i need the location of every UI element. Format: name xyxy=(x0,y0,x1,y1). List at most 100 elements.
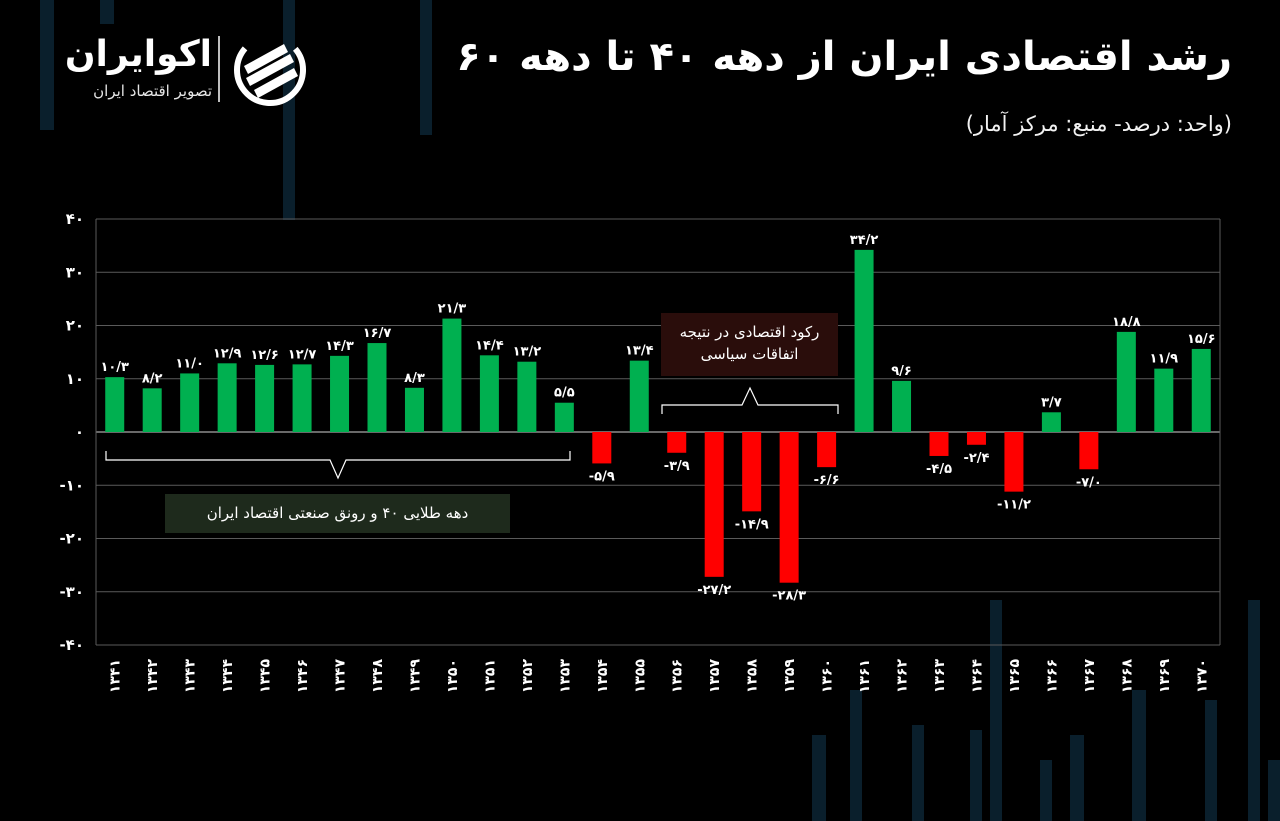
ecoiran-logo-icon xyxy=(234,34,306,106)
x-tick-label: ۱۳۴۵ xyxy=(258,659,274,694)
recession-brace xyxy=(661,386,839,414)
brand-logo[interactable]: اکوایران تصویر اقتصاد ایران xyxy=(48,30,318,110)
brace-layer xyxy=(105,386,839,480)
data-label: ۳/۷ xyxy=(1041,395,1062,410)
y-tick-label: -۴۰ xyxy=(59,636,84,654)
x-tick-label: ۱۳۶۱ xyxy=(857,659,873,693)
bar xyxy=(1116,331,1136,432)
decoration-column xyxy=(850,690,862,821)
recession-annotation-line1: رکود اقتصادی در نتیجه xyxy=(679,323,820,341)
data-label: ۵/۵ xyxy=(554,386,575,401)
y-tick-label: ۴۰ xyxy=(66,210,84,228)
data-label: ۲۱/۳ xyxy=(438,302,467,317)
bar xyxy=(1154,368,1174,432)
x-tick-label: ۱۳۵۶ xyxy=(670,659,686,693)
decoration-column xyxy=(1248,600,1260,821)
grid-layer: ۴۰ ۳۰ ۲۰ ۱۰ ۰ -۱۰ -۲۰ -۳۰ -۴۰ xyxy=(59,210,1221,654)
y-tick-label: ۱۰ xyxy=(66,370,84,388)
bar xyxy=(929,432,949,456)
x-tick-label: ۱۳۴۹ xyxy=(407,659,423,694)
bar xyxy=(292,364,312,432)
decoration-column xyxy=(1205,700,1217,821)
y-tick-label: -۳۰ xyxy=(59,583,84,601)
brand-name: اکوایران xyxy=(64,34,212,75)
x-tick-label: ۱۳۴۴ xyxy=(220,659,236,694)
x-tick-label: ۱۳۶۳ xyxy=(932,659,948,694)
decoration-column xyxy=(990,600,1002,821)
recession-annotation-line2: اتفاقات سیاسی xyxy=(700,345,799,363)
y-tick-label: -۱۰ xyxy=(59,476,84,494)
decoration-column xyxy=(1132,690,1146,821)
x-tick-label: ۱۳۵۷ xyxy=(707,659,723,694)
bar xyxy=(142,388,162,432)
decoration-column xyxy=(812,735,826,821)
bar xyxy=(1191,348,1211,432)
golden-decade-annotation: دهه طلایی ۴۰ و رونق صنعتی اقتصاد ایران xyxy=(165,494,510,533)
brand-tagline: تصویر اقتصاد ایران xyxy=(93,82,212,100)
data-label: ۳۴/۲ xyxy=(850,233,879,248)
data-label: ۱۳/۲ xyxy=(513,345,542,360)
bar xyxy=(667,432,687,453)
bar xyxy=(442,318,462,432)
decoration-column xyxy=(970,730,982,821)
chart-title: رشد اقتصادی ایران از دهه ۴۰ تا دهه ۶۰ xyxy=(456,34,1232,80)
decoration-column xyxy=(912,725,924,821)
decoration-column xyxy=(1070,735,1084,821)
bar xyxy=(517,361,537,432)
bar xyxy=(1041,412,1061,432)
bar xyxy=(105,377,125,432)
bar xyxy=(892,380,912,432)
x-tick-label: ۱۳۵۲ xyxy=(520,659,536,694)
bar xyxy=(592,432,612,464)
bar xyxy=(404,387,424,432)
y-tick-label: ۰ xyxy=(75,423,84,441)
data-label: ۱۳/۴ xyxy=(625,344,654,359)
x-tick-label: ۱۳۶۹ xyxy=(1157,659,1173,694)
data-label: ۱۱/۰ xyxy=(175,356,204,371)
data-label: -۱۱/۲ xyxy=(997,498,1031,513)
bar xyxy=(217,363,237,432)
data-label: ۸/۲ xyxy=(142,371,163,386)
decoration-column xyxy=(420,0,432,135)
data-label: -۳/۹ xyxy=(664,459,690,474)
x-tick-label: ۱۳۶۴ xyxy=(969,659,985,694)
x-tick-label: ۱۳۵۹ xyxy=(782,659,798,694)
x-tick-label: ۱۳۶۵ xyxy=(1007,659,1023,694)
decoration-column xyxy=(1268,760,1280,821)
data-label: ۱۴/۴ xyxy=(475,338,504,353)
x-tick-label: ۱۳۴۲ xyxy=(145,659,161,694)
x-tick-label: ۱۳۶۶ xyxy=(1044,659,1060,693)
data-label: -۴/۵ xyxy=(926,462,952,477)
bar xyxy=(479,355,499,432)
bar xyxy=(1004,432,1024,492)
data-label: -۵/۹ xyxy=(589,469,615,484)
data-label: -۷/۰ xyxy=(1076,475,1102,490)
x-tick-label: ۱۳۶۲ xyxy=(895,659,911,694)
x-tick-label: ۱۳۴۶ xyxy=(295,659,311,693)
bar-layer xyxy=(105,249,1211,583)
y-tick-label: ۳۰ xyxy=(66,263,84,281)
decoration-column xyxy=(283,0,295,220)
x-tick-label: ۱۳۷۰ xyxy=(1194,659,1210,693)
bar xyxy=(704,432,724,577)
data-label: -۲/۴ xyxy=(963,451,989,466)
decoration-column xyxy=(40,0,54,130)
data-label: ۱۲/۹ xyxy=(213,346,242,361)
bar xyxy=(779,432,799,583)
x-tick-label: ۱۳۵۴ xyxy=(595,659,611,694)
data-label: -۲۷/۲ xyxy=(697,583,731,598)
y-tick-label: ۲۰ xyxy=(66,317,84,335)
data-label: ۱۰/۳ xyxy=(100,360,129,375)
bar xyxy=(255,364,275,432)
data-label: ۱۸/۸ xyxy=(1112,315,1141,330)
x-tick-label: ۱۳۵۳ xyxy=(557,659,573,694)
y-tick-label: -۲۰ xyxy=(59,530,84,548)
bar xyxy=(817,432,837,468)
bar xyxy=(742,432,762,512)
data-label: ۱۴/۳ xyxy=(325,339,354,354)
data-label: ۱۲/۶ xyxy=(250,348,279,363)
x-tick-label: ۱۳۵۱ xyxy=(482,659,498,693)
x-tick-label: ۱۳۴۷ xyxy=(333,659,349,694)
bar xyxy=(180,373,200,432)
